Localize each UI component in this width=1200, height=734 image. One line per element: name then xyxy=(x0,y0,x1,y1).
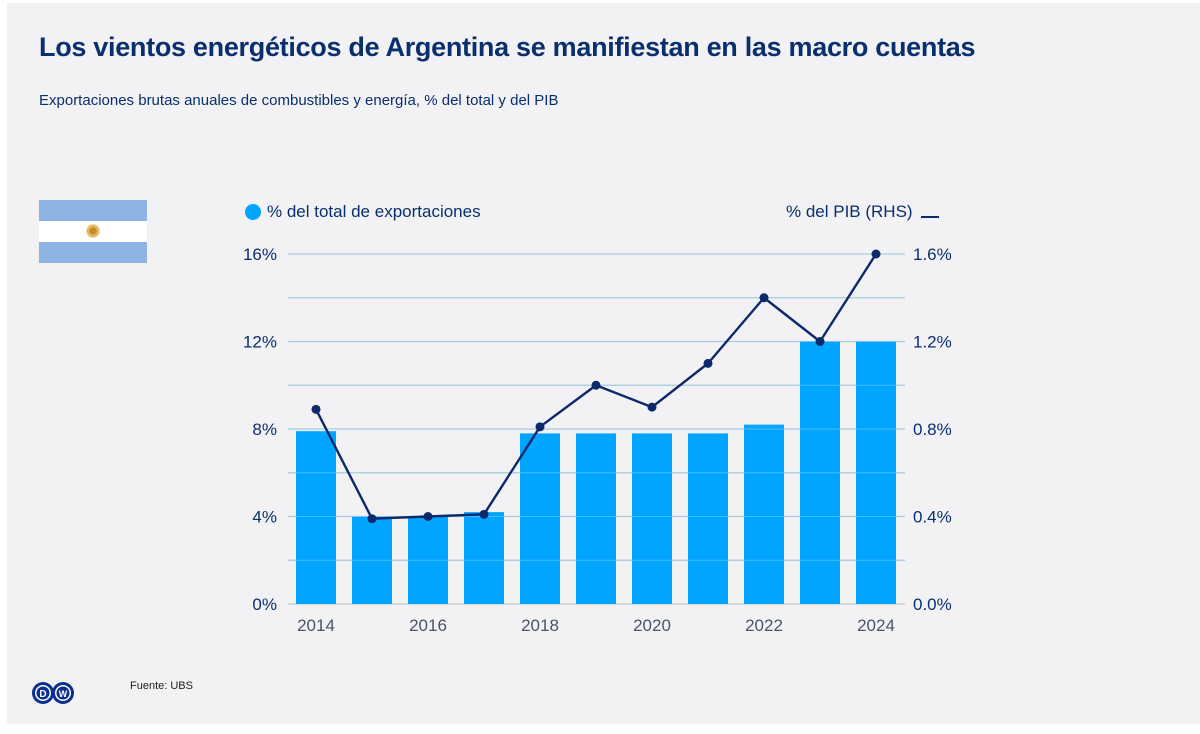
legend-item-exports: % del total de exportaciones xyxy=(245,202,481,222)
legend-gdp-label: % del PIB (RHS) xyxy=(786,202,913,221)
y-tick-right: 0.0% xyxy=(913,595,952,614)
bar-2020 xyxy=(632,433,672,604)
gdp-line xyxy=(311,249,881,524)
gdp-point-2022 xyxy=(759,293,769,303)
sun-of-may-icon xyxy=(86,224,100,238)
x-tick: 2016 xyxy=(409,616,447,635)
flag-stripe-bottom xyxy=(39,242,147,263)
gdp-point-2015 xyxy=(367,514,377,524)
source-note: Fuente: UBS xyxy=(130,680,193,692)
x-axis: 2014 2016 2018 2020 2022 2024 xyxy=(297,616,895,635)
legend-item-gdp: % del PIB (RHS) xyxy=(786,202,939,222)
bar-2014 xyxy=(296,431,336,604)
bar-2017 xyxy=(464,512,504,604)
svg-text:D: D xyxy=(39,689,46,700)
gdp-point-2019 xyxy=(591,380,601,390)
y-tick-left: 0% xyxy=(252,595,277,614)
y-tick-left: 4% xyxy=(252,508,277,527)
legend-exports-label: % del total de exportaciones xyxy=(267,202,481,221)
x-tick: 2020 xyxy=(633,616,671,635)
gdp-point-2024 xyxy=(871,249,881,259)
flag-stripe-top xyxy=(39,200,147,221)
flag-stripe-middle xyxy=(39,221,147,242)
dw-logo-icon: D W xyxy=(32,682,74,704)
y-axis-left: 0% 4% 8% 12% 16% xyxy=(243,245,277,614)
bar-2019 xyxy=(576,433,616,604)
y-tick-right: 1.2% xyxy=(913,333,952,352)
y-tick-right: 1.6% xyxy=(913,245,952,264)
gdp-point-2020 xyxy=(647,402,657,412)
legend-line-swatch xyxy=(920,216,939,218)
gdp-point-2023 xyxy=(815,337,825,346)
svg-text:W: W xyxy=(59,689,68,699)
y-tick-left: 16% xyxy=(243,245,277,264)
gdp-point-2018 xyxy=(535,422,545,432)
x-tick: 2024 xyxy=(857,616,895,635)
gdp-point-2014 xyxy=(311,404,321,414)
chart-title: Los vientos energéticos de Argentina se … xyxy=(39,32,976,62)
x-tick: 2014 xyxy=(297,616,335,635)
bar-2021 xyxy=(688,433,728,604)
x-tick: 2022 xyxy=(745,616,783,635)
bar-2022 xyxy=(744,424,784,604)
chart-subtitle: Exportaciones brutas anuales de combusti… xyxy=(39,92,559,109)
bar-2018 xyxy=(520,433,560,604)
y-tick-left: 8% xyxy=(252,420,277,439)
y-tick-left: 12% xyxy=(243,333,277,352)
gdp-point-2016 xyxy=(423,512,433,521)
gdp-point-2017 xyxy=(479,509,489,519)
legend-bar-swatch xyxy=(245,204,261,220)
gdp-point-2021 xyxy=(703,358,713,368)
argentina-flag-icon xyxy=(39,200,147,263)
y-tick-right: 0.4% xyxy=(913,508,952,527)
x-tick: 2018 xyxy=(521,616,559,635)
y-axis-right: 0.0% 0.4% 0.8% 1.2% 1.6% xyxy=(913,245,952,614)
y-tick-right: 0.8% xyxy=(913,420,952,439)
